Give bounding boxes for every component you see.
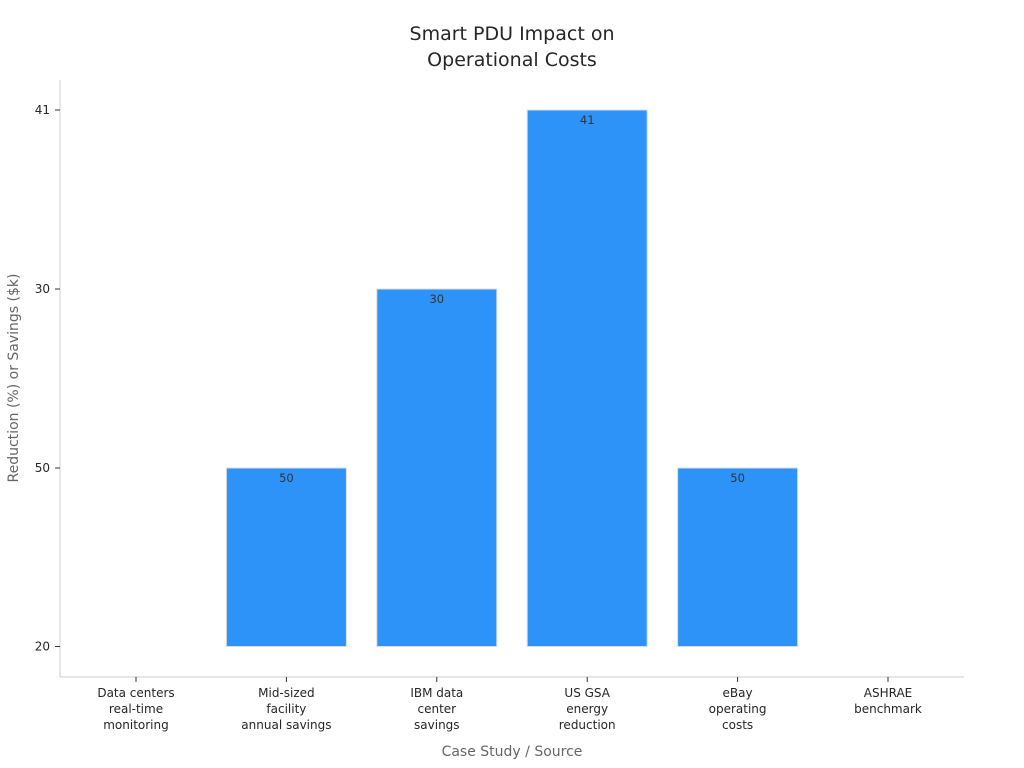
y-tick-label: 41 xyxy=(35,103,50,117)
bar xyxy=(677,467,799,647)
x-tick-label: US GSA energy reduction xyxy=(559,686,616,732)
y-ticks-group: 20 50 30 41 xyxy=(35,103,60,654)
chart-title-line-1: Smart PDU Impact on xyxy=(410,23,615,45)
x-ticks-group: Data centers real-time monitoring Mid-sized… xyxy=(97,677,922,732)
y-axis-title: Reduction (%) or Savings ($k) xyxy=(6,274,22,483)
y-tick-label: 30 xyxy=(35,282,50,296)
bar-value-label: 50 xyxy=(279,471,294,485)
chart-title-line-2: Operational Costs xyxy=(427,49,597,71)
x-tick-label: IBM data center savings xyxy=(410,686,463,732)
x-tick-label: ASHRAE benchmark xyxy=(854,686,922,716)
x-tick-label: Mid-sized facility annual savings xyxy=(241,686,331,732)
y-tick-label: 50 xyxy=(35,461,50,475)
bar-value-label: 41 xyxy=(580,113,595,127)
x-axis-title: Case Study / Source xyxy=(442,744,583,760)
x-tick-label: Data centers real-time monitoring xyxy=(97,686,174,732)
bar xyxy=(526,109,648,647)
y-tick-label: 20 xyxy=(35,640,50,654)
bar-value-label: 30 xyxy=(429,292,444,306)
bar xyxy=(376,288,498,647)
x-tick-label: eBay operating costs xyxy=(709,686,767,732)
bar-value-label: 50 xyxy=(730,471,745,485)
bar-labels-group: 50 30 41 50 xyxy=(279,113,745,485)
bars-group xyxy=(225,109,799,647)
bar xyxy=(225,467,347,647)
